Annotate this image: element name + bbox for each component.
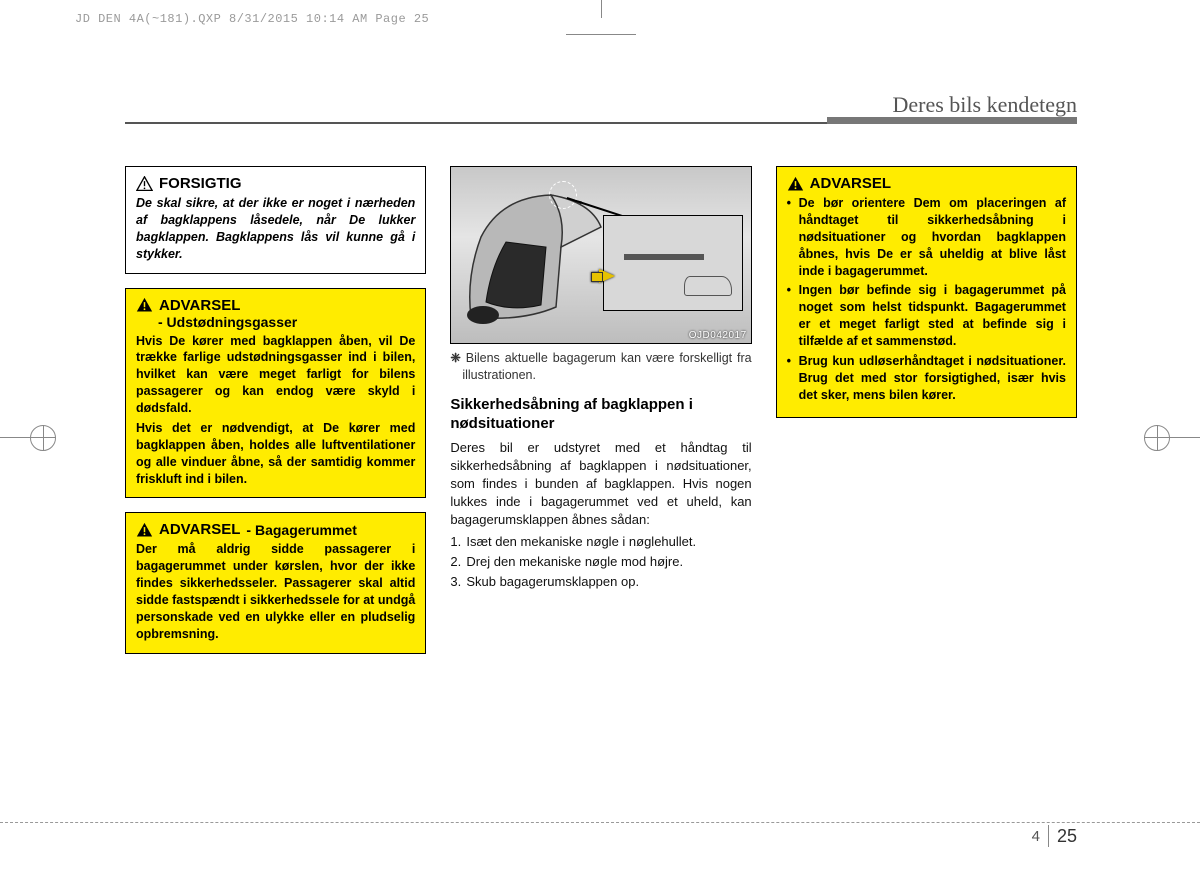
warning-bullets: De bør orientere Dem om placeringen af h… bbox=[787, 195, 1066, 404]
illustration-caption: ❈ Bilens aktuelle bagagerum kan være for… bbox=[450, 350, 751, 384]
warning-icon bbox=[136, 298, 153, 313]
column-1: FORSIGTIG De skal sikre, at der ikke er … bbox=[125, 166, 426, 815]
print-header: JD DEN 4A(~181).QXP 8/31/2015 10:14 AM P… bbox=[75, 12, 429, 26]
warning-trunk-title: ADVARSEL - Bagagerummet bbox=[136, 521, 415, 538]
steps-list: Isæt den mekaniske nøgle i nøglehullet. … bbox=[450, 533, 751, 591]
warning-icon bbox=[136, 522, 153, 537]
warning-exhaust-title: ADVARSEL bbox=[136, 297, 415, 314]
warning-trunk-title-text: ADVARSEL bbox=[159, 521, 240, 538]
trunk-drawing bbox=[461, 187, 611, 327]
section-title: Deres bils kendetegn bbox=[893, 92, 1078, 118]
warning-exhaust-title-text: ADVARSEL bbox=[159, 297, 240, 314]
subsection-heading: Sikkerhedsåbning af bagklappen i nødsitu… bbox=[450, 396, 751, 434]
arrow-icon bbox=[599, 269, 615, 283]
page-number: 4 25 bbox=[1032, 825, 1077, 847]
warning-exhaust-p1: Hvis De kører med bagklappen åben, vil D… bbox=[136, 333, 415, 417]
warning-bullet-1: De bør orientere Dem om placeringen af h… bbox=[787, 195, 1066, 279]
trunk-illustration: OJD042017 bbox=[450, 166, 751, 344]
step-2: Drej den mekaniske nøgle mod højre. bbox=[450, 553, 751, 571]
warning-exhaust-subtitle: - Udstødningsgasser bbox=[158, 314, 415, 330]
warning-exhaust-body: Hvis De kører med bagklappen åben, vil D… bbox=[136, 333, 415, 488]
chapter-number: 4 bbox=[1032, 828, 1040, 845]
warning-main-box: ADVARSEL De bør orientere Dem om placeri… bbox=[776, 166, 1077, 418]
inset-detail bbox=[603, 215, 743, 311]
subsection-body: Deres bil er udstyret med et håndtag til… bbox=[450, 439, 751, 591]
warning-icon bbox=[787, 176, 804, 191]
page-num: 25 bbox=[1057, 826, 1077, 847]
crop-mark-left bbox=[0, 425, 56, 451]
footer-dashed-line bbox=[0, 822, 1200, 823]
warning-trunk-box: ADVARSEL - Bagagerummet Der må aldrig si… bbox=[125, 512, 426, 653]
step-3: Skub bagagerumsklappen op. bbox=[450, 573, 751, 591]
page-separator bbox=[1048, 825, 1049, 847]
column-2: OJD042017 ❈ Bilens aktuelle bagagerum ka… bbox=[450, 166, 751, 815]
warning-trunk-body: Der må aldrig sidde passagerer i bagager… bbox=[136, 541, 415, 642]
warning-exhaust-box: ADVARSEL - Udstødningsgasser Hvis De kør… bbox=[125, 288, 426, 499]
warning-exhaust-p2: Hvis det er nødvendigt, at De kører med … bbox=[136, 420, 415, 488]
warning-trunk-subtitle: - Bagagerummet bbox=[246, 522, 356, 538]
warning-main-title: ADVARSEL bbox=[787, 175, 1066, 192]
warning-main-body: De bør orientere Dem om placeringen af h… bbox=[787, 195, 1066, 404]
subsection-text: Deres bil er udstyret med et håndtag til… bbox=[450, 440, 751, 527]
warning-main-title-text: ADVARSEL bbox=[810, 175, 891, 192]
caption-text: Bilens aktuelle bagagerum kan være forsk… bbox=[462, 351, 751, 382]
caution-body: De skal sikre, at der ikke er noget i næ… bbox=[136, 195, 415, 263]
illustration-code: OJD042017 bbox=[689, 330, 747, 341]
caution-icon bbox=[136, 176, 153, 191]
step-1: Isæt den mekaniske nøgle i nøglehullet. bbox=[450, 533, 751, 551]
header-rule bbox=[125, 122, 1077, 124]
crop-mark-top bbox=[566, 0, 636, 35]
crop-mark-right bbox=[1144, 425, 1200, 451]
caution-box: FORSIGTIG De skal sikre, at der ikke er … bbox=[125, 166, 426, 274]
caption-symbol: ❈ bbox=[450, 351, 460, 365]
column-3: ADVARSEL De bør orientere Dem om placeri… bbox=[776, 166, 1077, 815]
caution-title: FORSIGTIG bbox=[136, 175, 415, 192]
page-content: FORSIGTIG De skal sikre, at der ikke er … bbox=[125, 166, 1077, 815]
warning-bullet-2: Ingen bør befinde sig i bagagerummet på … bbox=[787, 282, 1066, 350]
warning-bullet-3: Brug kun udløserhåndtaget i nødsituation… bbox=[787, 353, 1066, 404]
caution-title-text: FORSIGTIG bbox=[159, 175, 242, 192]
